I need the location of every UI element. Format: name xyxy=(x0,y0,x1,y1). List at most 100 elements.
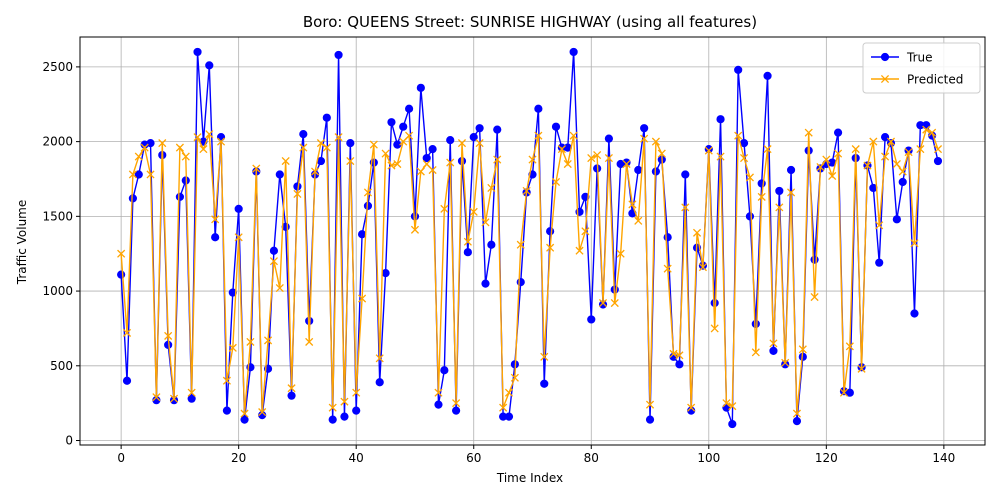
data-point-true xyxy=(875,258,884,267)
data-point-predicted xyxy=(775,203,784,212)
data-point-true xyxy=(404,104,414,113)
data-point-predicted xyxy=(692,228,702,237)
data-point-predicted xyxy=(528,155,537,164)
data-point-predicted xyxy=(252,164,261,173)
data-point-predicted xyxy=(381,149,390,158)
series-line-predicted xyxy=(120,128,939,414)
data-point-predicted xyxy=(881,152,890,161)
data-point-predicted xyxy=(710,324,719,333)
data-point-predicted xyxy=(933,145,943,154)
data-point-predicted xyxy=(169,394,179,403)
data-point-true xyxy=(193,47,202,57)
data-point-predicted xyxy=(469,207,478,216)
x-tick-label: 40 xyxy=(349,451,364,465)
data-point-true xyxy=(452,406,461,415)
data-point-true xyxy=(540,379,549,388)
data-point-true xyxy=(399,122,408,131)
data-point-predicted xyxy=(804,128,813,137)
data-point-predicted xyxy=(175,143,184,152)
data-point-predicted xyxy=(299,143,308,152)
data-point-true xyxy=(487,240,496,249)
data-point-predicted xyxy=(375,354,384,363)
data-point-predicted xyxy=(493,155,502,164)
data-point-predicted xyxy=(346,156,355,166)
data-point-predicted xyxy=(504,388,514,397)
data-point-predicted xyxy=(828,171,837,181)
data-point-predicted xyxy=(434,388,443,397)
data-point-predicted xyxy=(763,145,772,154)
data-point-true xyxy=(751,319,760,329)
data-point-predicted xyxy=(857,364,866,373)
data-point-predicted xyxy=(205,130,214,139)
data-point-true xyxy=(745,212,755,221)
data-point-predicted xyxy=(393,159,402,169)
data-point-predicted xyxy=(898,167,907,176)
data-point-predicted xyxy=(516,240,525,249)
data-point-true xyxy=(898,177,907,187)
data-point-true xyxy=(187,394,196,403)
data-point-predicted xyxy=(522,186,531,195)
data-point-predicted xyxy=(275,284,284,293)
data-point-true xyxy=(340,412,349,421)
data-point-true xyxy=(205,61,214,70)
data-point-predicted xyxy=(651,137,660,146)
data-point-predicted xyxy=(645,400,655,409)
data-point-predicted xyxy=(886,137,896,146)
legend-label-true: True xyxy=(906,51,933,65)
data-point-predicted xyxy=(475,139,484,148)
data-point-predicted xyxy=(716,152,725,161)
data-point-true xyxy=(845,388,854,397)
data-point-predicted xyxy=(839,388,849,397)
data-point-true xyxy=(551,122,561,131)
y-tick-label: 0 xyxy=(65,434,73,448)
data-point-predicted xyxy=(904,148,913,157)
y-tick-label: 2000 xyxy=(42,135,73,149)
data-point-true xyxy=(357,230,367,239)
data-point-true xyxy=(728,419,737,429)
x-tick-label: 140 xyxy=(932,451,955,465)
data-point-predicted xyxy=(269,257,278,266)
data-point-predicted xyxy=(769,339,778,348)
data-point-predicted xyxy=(293,189,302,198)
data-point-predicted xyxy=(263,336,273,345)
data-point-true xyxy=(328,415,337,424)
data-point-predicted xyxy=(452,399,461,408)
data-point-predicted xyxy=(916,145,925,154)
data-point-true xyxy=(634,165,643,175)
data-point-true xyxy=(422,153,431,163)
data-point-predicted xyxy=(810,292,819,302)
data-point-predicted xyxy=(928,128,937,137)
data-point-true xyxy=(440,366,449,375)
data-point-true xyxy=(645,415,655,424)
data-point-true xyxy=(534,104,543,113)
data-point-predicted xyxy=(211,215,220,224)
data-point-predicted xyxy=(234,233,243,242)
data-point-true xyxy=(446,136,455,145)
x-tick-label: 20 xyxy=(231,451,246,465)
data-point-true xyxy=(146,139,155,148)
x-tick-label: 0 xyxy=(117,451,125,465)
x-axis-label: Time Index xyxy=(496,471,563,485)
data-point-true xyxy=(739,139,749,148)
data-point-predicted xyxy=(358,294,367,303)
data-point-predicted xyxy=(851,145,860,154)
data-point-predicted xyxy=(563,159,572,169)
data-point-predicted xyxy=(340,397,349,406)
data-point-predicted xyxy=(316,139,326,148)
data-point-true xyxy=(910,309,919,318)
data-point-predicted xyxy=(863,161,872,170)
axis-ticks: 0 20 40 60 80 100 120 140 0 500 1000 1500 2000 2500 xyxy=(42,60,955,465)
data-point-predicted xyxy=(593,151,602,160)
data-point-true xyxy=(134,170,143,179)
data-point-predicted xyxy=(440,204,449,213)
data-point-predicted xyxy=(334,133,343,142)
data-point-predicted xyxy=(287,384,296,393)
data-point-true xyxy=(880,133,890,142)
data-point-predicted xyxy=(640,134,649,143)
data-point-predicted xyxy=(534,131,543,140)
data-point-true xyxy=(287,391,296,400)
legend-box xyxy=(862,42,981,94)
plot-frame xyxy=(79,36,986,446)
data-point-predicted xyxy=(722,399,731,408)
data-point-predicted xyxy=(557,145,566,154)
